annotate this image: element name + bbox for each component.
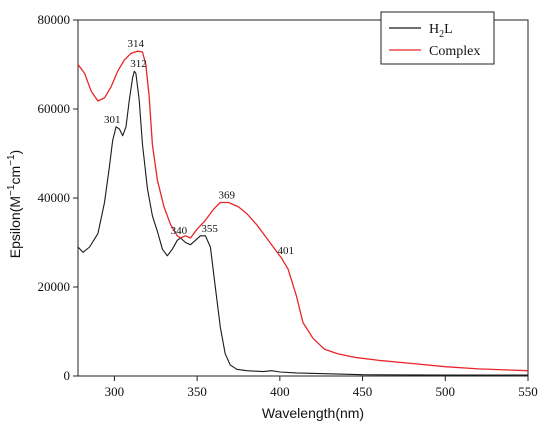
peak-label: 401 — [277, 245, 294, 257]
peak-label: 340 — [171, 225, 188, 237]
peak-label: 312 — [130, 58, 147, 70]
series-line-1 — [77, 50, 529, 372]
x-tick-label: 350 — [187, 384, 207, 399]
y-tick-label: 20000 — [38, 279, 71, 294]
y-tick-label: 80000 — [38, 12, 71, 27]
legend-box — [380, 11, 495, 65]
y-tick-label: 0 — [64, 368, 71, 383]
peak-annotations: 301 312 314 340 355 369 401 — [104, 38, 294, 257]
legend: H2L Complex — [380, 11, 495, 65]
peak-label: 301 — [104, 114, 121, 126]
x-tick-label: 450 — [353, 384, 373, 399]
x-tick-label: 300 — [105, 384, 125, 399]
series-line-0 — [77, 70, 528, 376]
x-axis-title: Wavelength(nm) — [262, 405, 364, 421]
axes: 300 350 400 450 500 550 0 20000 40000 60000 80000 W… — [6, 12, 538, 421]
series-layer — [77, 50, 529, 376]
x-tick-label: 550 — [518, 384, 538, 399]
y-tick-label: 60000 — [38, 101, 71, 116]
x-tick-label: 500 — [436, 384, 456, 399]
x-tick-label: 400 — [270, 384, 290, 399]
y-axis-title: Epsilon(M−1cm−1) — [6, 150, 23, 258]
peak-label: 369 — [219, 189, 236, 201]
peak-label: 314 — [128, 38, 145, 50]
y-tick-label: 40000 — [38, 190, 71, 205]
legend-label: Complex — [429, 44, 480, 59]
legend-label: H2L — [429, 22, 453, 40]
peak-label: 355 — [201, 223, 218, 235]
